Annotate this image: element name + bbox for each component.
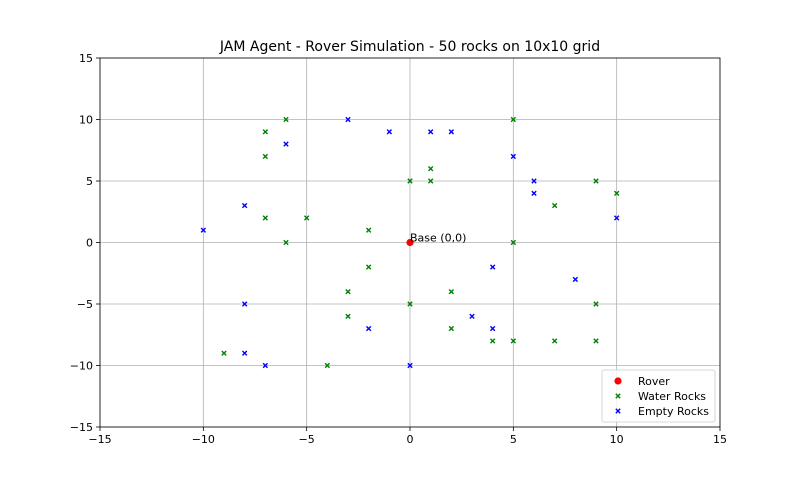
water-rock-marker — [427, 166, 434, 172]
empty-rock-marker — [613, 215, 620, 221]
empty-rock-marker — [489, 264, 496, 270]
empty-rock-marker — [283, 141, 289, 147]
y-tick-label: −5 — [77, 298, 93, 311]
empty-rock-marker — [531, 190, 537, 196]
water-rock-marker — [593, 178, 599, 184]
data-points — [200, 116, 620, 369]
y-tick-label: −15 — [70, 421, 93, 434]
x-tick-label: 15 — [713, 433, 727, 446]
water-rock-marker — [510, 116, 517, 123]
x-tick-label: 5 — [510, 433, 517, 446]
water-rock-marker — [551, 202, 558, 209]
empty-rock-marker — [427, 129, 434, 135]
empty-rock-marker — [200, 227, 207, 233]
water-rock-marker — [221, 350, 227, 356]
water-rock-marker — [427, 178, 434, 184]
water-rock-marker — [262, 153, 269, 160]
x-tick-label: 10 — [610, 433, 624, 446]
water-rock-marker — [551, 338, 558, 344]
water-rock-marker — [283, 116, 289, 123]
legend-water-marker — [615, 393, 621, 399]
empty-rock-marker — [262, 362, 269, 369]
axis-ticks: −15 −10 −5 0 5 10 15 −15 −10 −5 0 5 10 15 — [70, 52, 727, 446]
rover-marker — [406, 238, 414, 247]
x-tick-label: −10 — [192, 433, 215, 446]
empty-rock-marker — [365, 325, 372, 332]
water-rock-marker — [303, 215, 310, 221]
x-tick-label: 0 — [407, 433, 414, 446]
x-tick-label: −15 — [88, 433, 111, 446]
legend: Rover Water Rocks Empty Rocks — [601, 369, 716, 423]
chart-title: JAM Agent - Rover Simulation - 50 rocks … — [219, 39, 600, 55]
water-rock-marker — [345, 313, 351, 319]
y-tick-label: 5 — [86, 175, 93, 188]
legend-empty-marker — [615, 408, 621, 414]
water-rock-marker — [365, 227, 372, 233]
water-rock-marker — [262, 215, 269, 221]
empty-rock-marker — [469, 313, 475, 319]
water-rock-marker — [489, 338, 496, 344]
empty-rock-marker — [572, 276, 579, 283]
legend-label: Empty Rocks — [638, 405, 709, 418]
water-rock-marker — [593, 301, 599, 307]
water-rock-marker — [448, 325, 455, 332]
y-tick-label: 15 — [79, 52, 93, 65]
legend-box — [601, 369, 716, 423]
y-tick-label: 10 — [79, 114, 93, 127]
water-rock-marker — [510, 338, 517, 344]
empty-rock-marker — [241, 301, 248, 307]
legend-label: Rover — [638, 375, 670, 388]
y-tick-label: −10 — [70, 360, 93, 373]
x-tick-label: −5 — [299, 433, 315, 446]
water-rock-marker — [448, 289, 455, 295]
empty-rock-marker — [241, 202, 248, 209]
water-rock-marker — [510, 239, 517, 246]
legend-label: Water Rocks — [638, 390, 706, 403]
water-rock-marker — [407, 178, 413, 184]
water-rock-marker — [324, 362, 331, 369]
annotations: Base (0,0) — [410, 232, 466, 245]
empty-rock-marker — [448, 129, 455, 135]
legend-rover-marker — [614, 377, 622, 385]
water-rock-marker — [365, 264, 372, 270]
empty-rock-marker — [345, 116, 351, 123]
water-rock-marker — [283, 239, 289, 246]
water-rock-marker — [613, 190, 620, 196]
water-rock-marker — [345, 289, 351, 295]
empty-rock-marker — [510, 153, 517, 160]
y-tick-label: 0 — [86, 237, 93, 250]
water-rock-marker — [262, 129, 269, 135]
base-annotation: Base (0,0) — [410, 232, 466, 245]
water-rock-marker — [407, 301, 413, 307]
empty-rock-marker — [241, 350, 248, 356]
empty-rock-marker — [407, 362, 413, 369]
water-rock-marker — [593, 338, 599, 344]
empty-rock-marker — [531, 178, 537, 184]
empty-rock-marker — [489, 325, 496, 332]
empty-rock-marker — [386, 129, 393, 135]
